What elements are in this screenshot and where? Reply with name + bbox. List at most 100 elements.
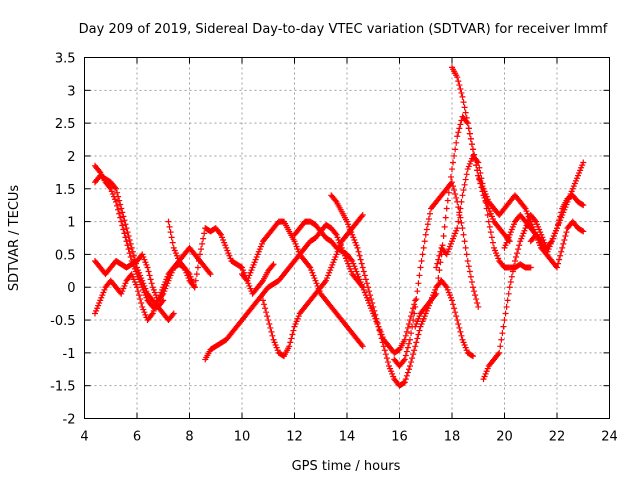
data-point [494, 252, 501, 259]
data-point [523, 208, 530, 215]
data-point [313, 280, 320, 287]
data-point [346, 223, 353, 230]
data-point [579, 162, 586, 169]
data-point [454, 225, 461, 232]
data-point [225, 250, 232, 257]
data-point [464, 120, 471, 127]
data-point [533, 231, 539, 238]
data-point [226, 252, 233, 259]
data-point [468, 141, 475, 148]
data-point [489, 239, 496, 246]
data-point [520, 230, 527, 237]
data-point [372, 311, 379, 318]
data-point [165, 218, 172, 225]
data-point [365, 284, 371, 291]
data-point [348, 256, 355, 263]
series-sat-a [92, 172, 177, 324]
data-point [502, 242, 509, 249]
data-point [407, 362, 413, 369]
data-point [445, 246, 452, 253]
data-point [481, 373, 488, 380]
data-point [118, 290, 125, 297]
data-point [447, 240, 454, 247]
data-point [454, 74, 461, 81]
data-point [358, 213, 365, 220]
data-point [98, 294, 105, 301]
data-point [563, 229, 570, 236]
data-point [450, 183, 457, 190]
data-point [418, 257, 425, 264]
x-tick-label: 8 [185, 430, 193, 445]
data-point [456, 212, 463, 219]
data-point [477, 170, 484, 177]
data-point [110, 193, 117, 200]
x-tick-label: 24 [601, 430, 618, 445]
data-point [544, 248, 551, 255]
data-point [290, 327, 297, 334]
data-point [333, 231, 340, 238]
data-point [519, 233, 526, 240]
data-point [404, 344, 411, 351]
data-point [554, 264, 560, 271]
data-point [400, 380, 407, 387]
data-point [324, 275, 331, 282]
data-point [359, 212, 366, 219]
data-point [145, 268, 152, 275]
y-tick-label: 1 [67, 216, 75, 231]
data-point [414, 335, 421, 342]
data-point [467, 273, 474, 280]
data-point [505, 234, 512, 241]
data-point [485, 218, 492, 225]
data-point [580, 202, 587, 209]
data-point [253, 254, 260, 261]
data-point [163, 282, 170, 289]
series-sat-c [92, 261, 198, 324]
data-point [550, 233, 557, 240]
data-point [192, 277, 199, 284]
data-point [483, 205, 490, 212]
data-point [489, 215, 496, 222]
data-point [458, 89, 465, 96]
data-point [121, 282, 128, 289]
data-point [414, 288, 421, 295]
data-point [188, 276, 195, 283]
data-point [536, 239, 543, 246]
data-point [415, 315, 422, 322]
data-point [508, 273, 515, 280]
data-point [194, 264, 201, 271]
data-point [114, 202, 121, 209]
data-point [433, 264, 440, 271]
data-point [545, 246, 552, 253]
series-sat-n [433, 152, 534, 271]
data-point [447, 173, 454, 180]
data-point [357, 278, 364, 285]
data-point [130, 276, 137, 283]
data-point [389, 370, 396, 377]
data-point [93, 307, 100, 314]
data-point [451, 305, 458, 312]
data-point [269, 262, 276, 269]
data-point [446, 292, 453, 299]
data-point [570, 183, 577, 190]
data-point [223, 244, 230, 251]
data-point [152, 292, 159, 299]
data-point [465, 163, 472, 170]
data-point [557, 252, 564, 259]
data-point [139, 251, 146, 258]
data-point [481, 192, 488, 199]
data-point [458, 198, 465, 205]
data-point [124, 229, 131, 236]
data-point [459, 93, 466, 100]
data-point [190, 281, 197, 288]
y-tick-label: 3 [67, 84, 75, 99]
x-tick-label: 14 [339, 430, 356, 445]
data-point [128, 244, 135, 251]
data-point [548, 238, 555, 245]
data-point [142, 311, 149, 318]
data-point [292, 240, 299, 247]
data-point [443, 251, 450, 258]
data-point [149, 284, 156, 291]
data-point [534, 221, 541, 228]
data-point [556, 256, 563, 263]
data-point [321, 278, 328, 285]
